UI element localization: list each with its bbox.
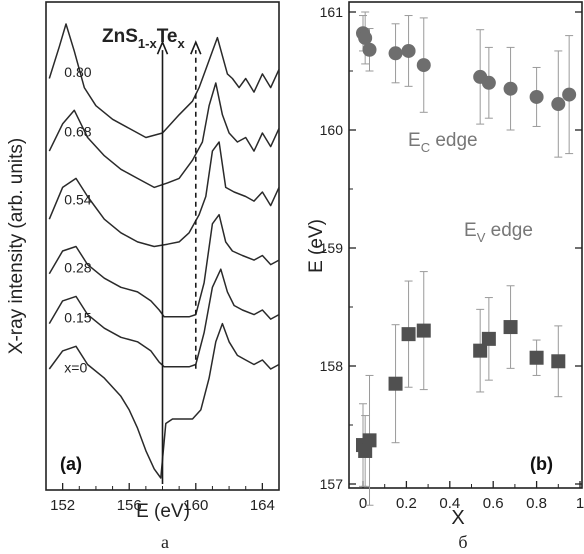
x-tick-label: 1	[576, 495, 584, 512]
ev-rest: edge	[485, 220, 533, 241]
panel-a-arrows	[156, 40, 202, 484]
x-tick-label: 156	[117, 497, 142, 514]
panel-a-x-axis-label: E (eV)	[136, 501, 190, 522]
y-tick-label: 160	[320, 122, 344, 138]
x-tick-label: 160	[183, 497, 208, 514]
y-tick-label: 158	[320, 358, 344, 374]
title-sub-1: 1-x	[138, 36, 158, 51]
series-label-2: 0.54	[64, 191, 91, 207]
panel-b-x-ticks: 0 0.2 0.4 0.6 0.8 1	[359, 481, 584, 512]
x-tick-label: 0.4	[439, 495, 460, 512]
ev-sub: V	[477, 230, 486, 245]
panel-a-x-ticks: 152 156 160 164	[50, 483, 280, 514]
panel-a-traces	[48, 23, 280, 479]
spectrum-trace	[48, 23, 280, 139]
series-label-ec-edge: EC edge	[408, 130, 478, 155]
ec-point	[362, 42, 377, 57]
series-label-ev-edge: EV edge	[464, 220, 533, 245]
spectrum-trace	[48, 141, 280, 248]
ev-point	[362, 433, 377, 448]
ev-point	[551, 354, 566, 369]
spectrum-trace	[48, 322, 280, 479]
panel-b-label: (b)	[530, 454, 553, 474]
ec-point	[481, 75, 496, 90]
caption-left: а	[161, 532, 169, 552]
title-base: ZnS	[102, 26, 138, 47]
ev-point	[473, 343, 488, 358]
panel-b-frame	[348, 1, 583, 489]
panel-b-y-axis-label: E (eV)	[306, 219, 327, 273]
panel-b-x-axis-label: X	[451, 507, 464, 529]
x-tick-label: 0.6	[483, 495, 504, 512]
ev-point	[503, 320, 518, 335]
ev-point	[416, 323, 431, 338]
panel-a-title: ZnS1-xTex	[102, 26, 185, 51]
ec-rest: edge	[430, 130, 478, 151]
panel-b-y-ticks: 157 158 159 160 161	[320, 4, 582, 492]
title-mid: Te	[157, 26, 178, 47]
series-label-1: 0.68	[64, 123, 91, 139]
caption-right: б	[458, 532, 467, 552]
ev-point	[388, 376, 403, 391]
series-label-4: 0.15	[64, 309, 91, 325]
spectrum-trace	[48, 82, 280, 189]
ec-point	[551, 97, 566, 112]
x-tick-label: 0.8	[526, 495, 547, 512]
x-tick-label: 164	[250, 497, 275, 514]
x-tick-label: 0	[359, 495, 367, 512]
title-sub-2: x	[177, 36, 185, 51]
panel-b-error-bars	[359, 11, 574, 506]
x-tick-label: 152	[50, 497, 75, 514]
ec-base: E	[408, 130, 421, 151]
ev-point	[529, 350, 544, 365]
panel-a-label: (a)	[60, 454, 82, 474]
panel-a-series-labels: 0.80 0.68 0.54 0.28 0.15 x=0	[64, 64, 91, 375]
panel-a-y-axis-label: X-ray intensity (arb. units)	[6, 138, 27, 354]
y-tick-label: 157	[320, 476, 344, 492]
ec-point	[401, 43, 416, 58]
panel-a-spectra: 0.80 0.68 0.54 0.28 0.15 x=0 152 156 160 164 ZnS…	[6, 1, 280, 522]
spectrum-trace	[48, 268, 280, 368]
ec-point	[503, 81, 518, 96]
ev-point	[358, 443, 373, 458]
ec-point	[529, 89, 544, 104]
y-tick-label: 161	[320, 4, 344, 20]
ec-point	[388, 46, 403, 61]
series-label-3: 0.28	[64, 260, 91, 276]
ec-point	[416, 58, 431, 73]
arrow-head	[156, 40, 169, 55]
y-tick-label: 159	[320, 240, 344, 256]
x-tick-label: 0.2	[396, 495, 417, 512]
ev-point	[401, 327, 416, 342]
ev-base: E	[464, 220, 477, 241]
spectrum-trace	[48, 213, 280, 318]
series-label-5: x=0	[64, 359, 87, 375]
ec-point	[562, 87, 577, 102]
series-label-0: 0.80	[64, 64, 91, 80]
ec-sub: C	[421, 140, 430, 155]
panel-b-points	[356, 26, 577, 458]
ec-point	[358, 30, 373, 45]
arrow-head	[190, 40, 202, 55]
ev-point	[481, 331, 496, 346]
